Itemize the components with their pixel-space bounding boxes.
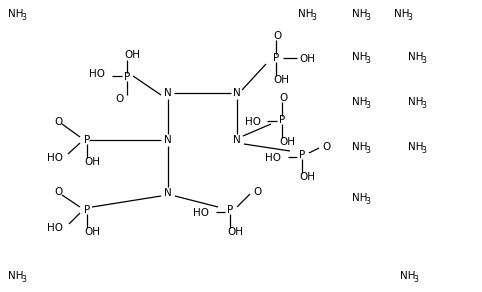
Text: 3: 3 <box>21 275 26 284</box>
Text: NH: NH <box>408 52 424 62</box>
Text: P: P <box>84 135 90 145</box>
Text: NH: NH <box>408 97 424 107</box>
Text: HO: HO <box>265 153 281 163</box>
Text: 3: 3 <box>421 101 426 110</box>
Text: O: O <box>279 93 287 103</box>
Text: OH: OH <box>84 157 100 167</box>
Text: OH: OH <box>124 50 140 60</box>
Text: O: O <box>322 142 330 152</box>
Text: 3: 3 <box>365 101 370 110</box>
Text: 3: 3 <box>365 13 370 22</box>
Text: 3: 3 <box>365 197 370 206</box>
Text: NH: NH <box>352 52 367 62</box>
Text: HO: HO <box>47 223 63 233</box>
Text: 3: 3 <box>21 13 26 22</box>
Text: NH: NH <box>352 193 367 203</box>
Text: O: O <box>273 31 281 41</box>
Text: OH: OH <box>84 227 100 237</box>
Text: OH: OH <box>279 137 295 147</box>
Text: NH: NH <box>408 142 424 152</box>
Text: N: N <box>164 188 172 198</box>
Text: HO: HO <box>193 208 209 218</box>
Text: OH: OH <box>299 172 315 182</box>
Text: NH: NH <box>8 271 24 281</box>
Text: HO: HO <box>245 117 261 127</box>
Text: P: P <box>227 205 233 215</box>
Text: 3: 3 <box>311 13 316 22</box>
Text: P: P <box>84 205 90 215</box>
Text: N: N <box>164 88 172 98</box>
Text: NH: NH <box>352 142 367 152</box>
Text: NH: NH <box>352 97 367 107</box>
Text: 3: 3 <box>421 56 426 65</box>
Text: O: O <box>54 117 62 127</box>
Text: O: O <box>54 187 62 197</box>
Text: OH: OH <box>273 75 289 85</box>
Text: NH: NH <box>8 9 24 19</box>
Text: HO: HO <box>89 69 105 79</box>
Text: P: P <box>299 150 305 160</box>
Text: 3: 3 <box>407 13 412 22</box>
Text: NH: NH <box>352 9 367 19</box>
Text: HO: HO <box>47 153 63 163</box>
Text: OH: OH <box>227 227 243 237</box>
Text: NH: NH <box>400 271 415 281</box>
Text: NH: NH <box>394 9 410 19</box>
Text: 3: 3 <box>413 275 418 284</box>
Text: 3: 3 <box>421 146 426 155</box>
Text: N: N <box>233 135 241 145</box>
Text: 3: 3 <box>365 146 370 155</box>
Text: 3: 3 <box>365 56 370 65</box>
Text: N: N <box>233 88 241 98</box>
Text: O: O <box>253 187 261 197</box>
Text: O: O <box>116 94 124 104</box>
Text: P: P <box>124 72 130 82</box>
Text: NH: NH <box>298 9 313 19</box>
Text: N: N <box>164 135 172 145</box>
Text: P: P <box>273 53 279 63</box>
Text: P: P <box>279 115 285 125</box>
Text: OH: OH <box>299 54 315 64</box>
